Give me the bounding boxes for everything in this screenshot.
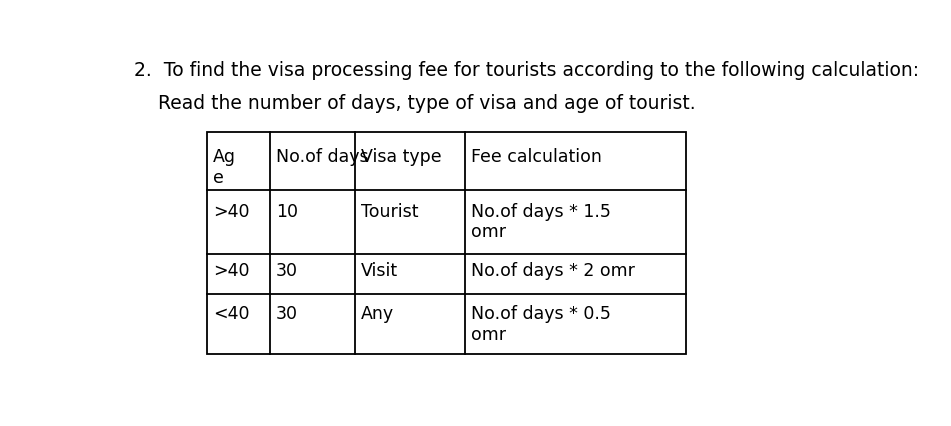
Bar bbox=[207, 133, 687, 354]
Text: Visa type: Visa type bbox=[360, 147, 441, 165]
Text: No.of days * 2 omr: No.of days * 2 omr bbox=[471, 262, 635, 279]
Text: No.of days * 1.5
omr: No.of days * 1.5 omr bbox=[471, 202, 611, 241]
Text: No.of days * 0.5
omr: No.of days * 0.5 omr bbox=[471, 305, 611, 343]
Text: Any: Any bbox=[360, 305, 394, 323]
Text: Fee calculation: Fee calculation bbox=[471, 147, 602, 165]
Text: Ag
e: Ag e bbox=[213, 147, 236, 186]
Text: 10: 10 bbox=[276, 202, 298, 220]
Text: 30: 30 bbox=[276, 305, 298, 323]
Text: Tourist: Tourist bbox=[360, 202, 418, 220]
Text: Read the number of days, type of visa and age of tourist.: Read the number of days, type of visa an… bbox=[133, 94, 695, 113]
Text: Visit: Visit bbox=[360, 262, 398, 279]
Text: >40: >40 bbox=[213, 202, 250, 220]
Text: 2.  To find the visa processing fee for tourists according to the following calc: 2. To find the visa processing fee for t… bbox=[133, 61, 919, 80]
Text: >40: >40 bbox=[213, 262, 250, 279]
Text: No.of days: No.of days bbox=[276, 147, 368, 165]
Text: <40: <40 bbox=[213, 305, 250, 323]
Text: 30: 30 bbox=[276, 262, 298, 279]
